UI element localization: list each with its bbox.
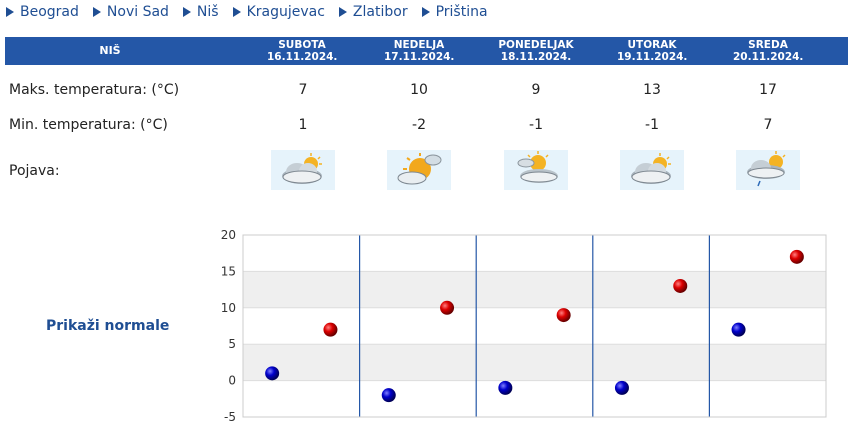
chart-band (243, 344, 826, 381)
arrow-right-icon (338, 7, 347, 17)
chart-band (243, 271, 826, 308)
max-temp-point[interactable] (789, 249, 804, 264)
nav-item-nis[interactable]: Niš (182, 4, 219, 20)
nav-item-novi-sad[interactable]: Novi Sad (92, 4, 169, 20)
day-name: SREDA (748, 39, 788, 51)
forecast-header: NIŠ SUBOTA 16.11.2024. NEDELJA 17.11.202… (5, 37, 848, 65)
max-temp-point[interactable] (673, 278, 688, 293)
day-header-2: NEDELJA 17.11.2024. (384, 37, 454, 65)
phenomenon-label: Pojava: (9, 163, 60, 179)
max-temp-label: Maks. temperatura: (°C) (9, 82, 180, 98)
arrow-right-icon (92, 7, 101, 17)
nav-label: Priština (435, 4, 488, 20)
arrow-right-icon (232, 7, 241, 17)
nav-label: Kragujevac (246, 4, 325, 20)
min-temp-point[interactable] (498, 380, 513, 395)
min-temp-point[interactable] (614, 380, 629, 395)
y-axis-ticks: 20 15 10 5 0 -5 (221, 228, 236, 424)
max-temp-point[interactable] (323, 322, 338, 337)
mostly-sunny-icon (387, 150, 451, 190)
y-tick-label: 10 (221, 301, 236, 315)
y-tick-label: 15 (221, 264, 236, 278)
nav-item-beograd[interactable]: Beograd (6, 4, 79, 20)
max-temp-value: 10 (410, 82, 428, 98)
day-date: 18.11.2024. (500, 51, 572, 63)
day-separators (359, 235, 711, 417)
y-tick-label: 0 (228, 374, 236, 388)
arrow-right-icon (421, 7, 430, 17)
chart-points (265, 249, 804, 403)
day-date: 20.11.2024. (733, 51, 804, 63)
sun-behind-clouds-icon (504, 150, 568, 190)
y-tick-label: -5 (224, 410, 236, 424)
min-temp-value: -2 (412, 117, 426, 133)
day-header-5: SREDA 20.11.2024. (733, 37, 803, 65)
day-name: PONEDELJAK (498, 39, 574, 51)
plot-border (242, 234, 827, 418)
partly-cloudy-icon (620, 150, 684, 190)
nav-item-kragujevac[interactable]: Kragujevac (232, 4, 325, 20)
min-temp-value: -1 (529, 117, 543, 133)
max-temp-value: 7 (298, 82, 308, 98)
max-temp-point[interactable] (440, 300, 455, 315)
nav-label: Novi Sad (106, 4, 169, 20)
arrow-right-icon (6, 7, 14, 17)
y-tick-label: 5 (228, 337, 236, 351)
day-date: 17.11.2024. (384, 51, 455, 63)
min-temp-value: 7 (763, 117, 773, 133)
city-title: NIŠ (99, 44, 121, 57)
arrow-right-icon (182, 7, 191, 17)
day-date: 19.11.2024. (617, 51, 688, 63)
day-header-4: UTORAK 19.11.2024. (617, 37, 687, 65)
nav-item-pristina[interactable]: Priština (421, 4, 488, 20)
nav-label: Beograd (20, 4, 79, 20)
partly-cloudy-icon (271, 150, 335, 190)
min-temp-point[interactable] (265, 366, 280, 381)
nav-item-zlatibor[interactable]: Zlatibor (338, 4, 408, 20)
day-name: NEDELJA (393, 39, 445, 51)
min-temp-point[interactable] (381, 388, 396, 403)
chart-bands (243, 271, 826, 381)
max-temp-point[interactable] (556, 308, 571, 323)
day-date: 16.11.2024. (267, 51, 338, 63)
day-name: SUBOTA (278, 39, 326, 51)
min-temp-value: -1 (645, 117, 659, 133)
show-normals-link[interactable]: Prikaži normale (46, 318, 170, 334)
min-temp-label: Min. temperatura: (°C) (9, 117, 168, 133)
max-temp-value: 13 (643, 82, 661, 98)
day-header-3: PONEDELJAK 18.11.2024. (495, 37, 577, 65)
y-tick-label: 20 (221, 228, 236, 242)
cloudy-drizzle-icon (736, 150, 800, 190)
nav-label: Zlatibor (352, 4, 408, 20)
day-header-1: SUBOTA 16.11.2024. (267, 37, 337, 65)
max-temp-value: 17 (759, 82, 777, 98)
min-temp-point[interactable] (731, 322, 746, 337)
min-temp-value: 1 (298, 117, 308, 133)
day-name: UTORAK (627, 39, 677, 51)
max-temp-value: 9 (531, 82, 541, 98)
nav-label: Niš (196, 4, 219, 20)
city-nav: Beograd Novi Sad Niš Kragujevac Zlatibor… (6, 4, 502, 20)
